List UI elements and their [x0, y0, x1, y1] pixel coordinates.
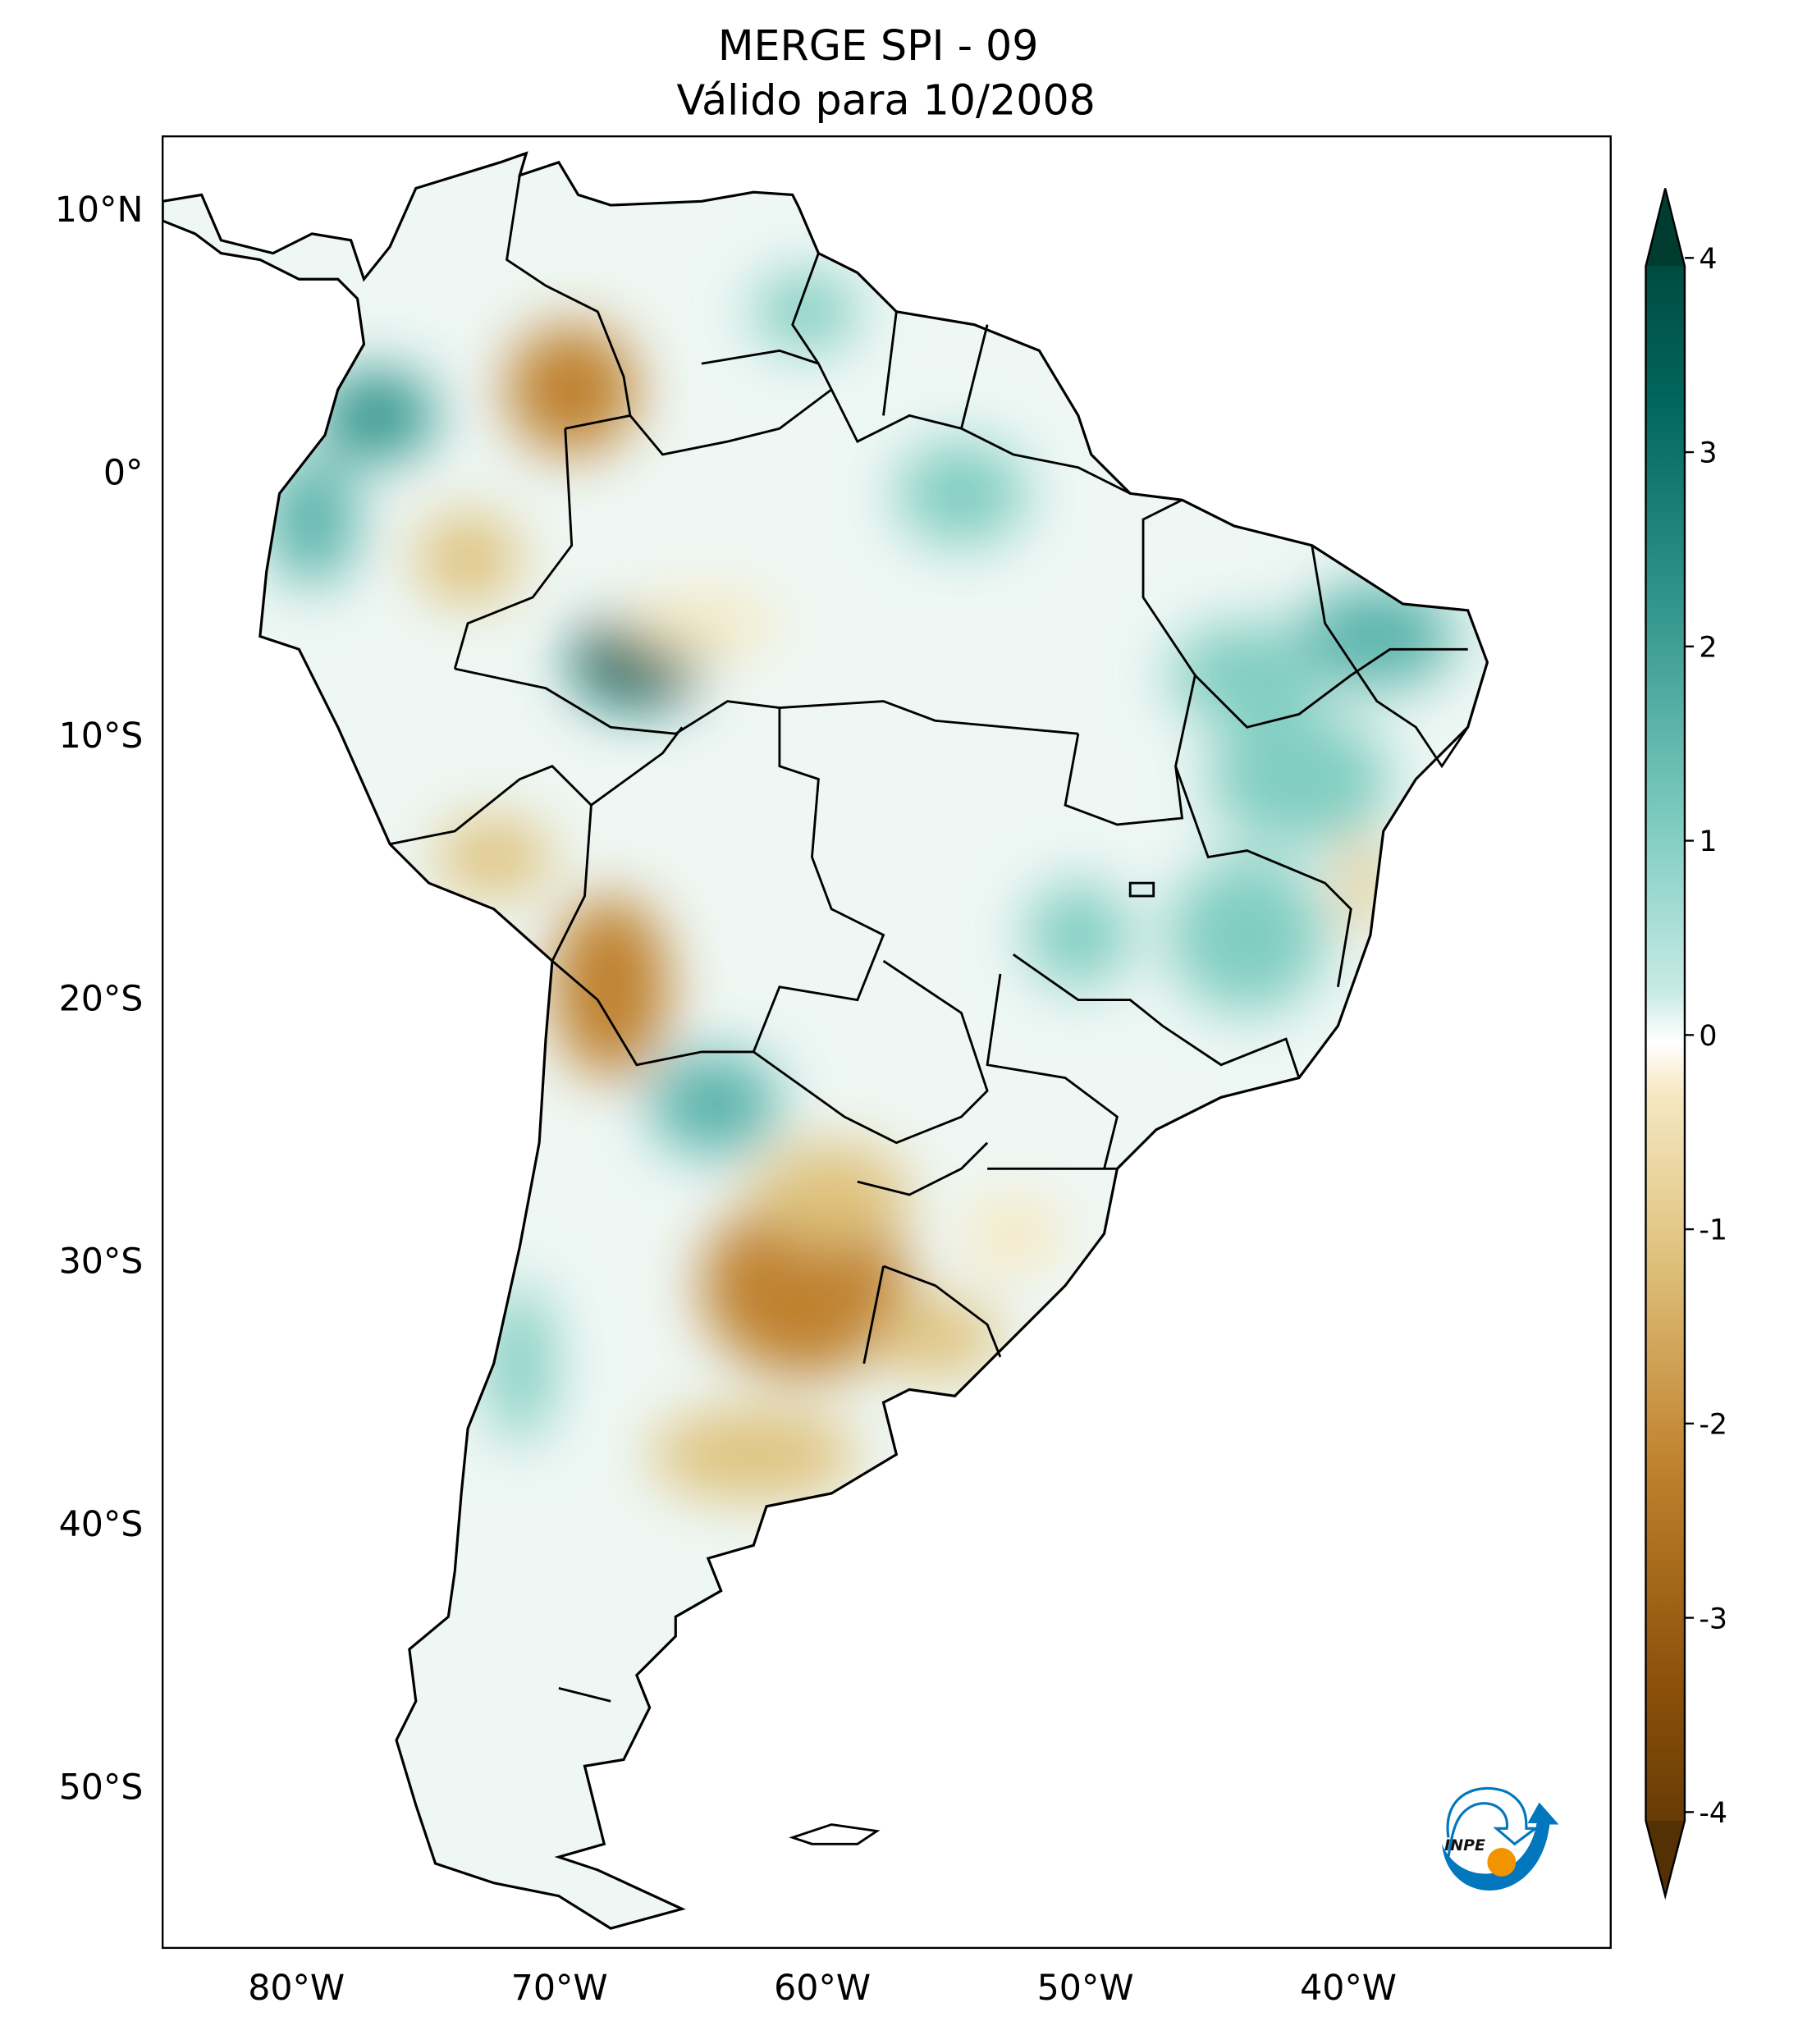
spi-anomaly-patch — [551, 895, 670, 1078]
colorbar-tick-label: -1 — [1699, 1214, 1727, 1247]
lat-tick-label: 50°S — [59, 1767, 144, 1809]
logo-text: INPE — [1444, 1836, 1485, 1854]
colorbar: 4 3 2 1 0 -1 -2 -3 -4 — [1645, 188, 1727, 1900]
spi-anomaly-patch — [1208, 714, 1390, 844]
spi-anomaly-patch — [649, 1051, 780, 1156]
colorbar-tick-label: -4 — [1699, 1797, 1727, 1830]
spi-anomaly-patch — [753, 272, 858, 351]
colorbar-tick-label: 2 — [1699, 631, 1717, 664]
spi-anomaly-patch — [753, 1142, 910, 1247]
lon-tick-label: 70°W — [511, 1968, 608, 2009]
title-line-2: Válido para 10/2008 — [676, 75, 1095, 124]
logo-sun-icon — [1487, 1848, 1517, 1877]
lat-tick-label: 0° — [103, 452, 144, 493]
lon-tick-label: 50°W — [1037, 1968, 1134, 2009]
spi-anomaly-patch — [1169, 623, 1325, 728]
colorbar-tick-label: 1 — [1699, 825, 1717, 858]
logo-arrow-icon — [1442, 1802, 1559, 1891]
lat-tick-label: 40°S — [59, 1504, 144, 1545]
spi-anomaly-patch — [896, 441, 1027, 546]
lon-tick-label: 40°W — [1300, 1968, 1397, 2009]
lat-tick-label: 10°N — [55, 190, 144, 231]
coastline — [162, 151, 1489, 1930]
lon-tick-label: 60°W — [774, 1968, 871, 2009]
lat-tick-label: 30°S — [59, 1241, 144, 1283]
spi-anomaly-patch — [1026, 883, 1131, 987]
spi-anomaly-patch — [415, 513, 520, 604]
spi-anomaly-patch — [1298, 584, 1455, 688]
colorbar-tick-label: -3 — [1699, 1603, 1727, 1635]
colorbar-tick-label: 3 — [1699, 437, 1717, 470]
longitude-axis: 80°W 70°W 60°W 50°W 40°W — [248, 1968, 1397, 2009]
colorbar-extend-min — [1645, 1820, 1685, 1896]
spi-anomaly-patch — [870, 1298, 1000, 1377]
spi-anomaly-patch — [649, 1409, 858, 1500]
map-area — [162, 136, 1611, 1948]
spi-anomaly-patch — [266, 454, 358, 585]
title-line-1: MERGE SPI - 09 — [718, 21, 1039, 70]
colorbar-tick-label: 4 — [1699, 243, 1717, 276]
spi-anomaly-patch — [1169, 857, 1325, 1013]
spi-field — [162, 153, 1488, 1929]
latitude-axis: 10°N 0° 10°S 20°S 30°S 40°S 50°S — [55, 190, 144, 1809]
lat-tick-label: 10°S — [59, 716, 144, 757]
spi-anomaly-patch — [623, 591, 780, 656]
country-borders — [389, 175, 1469, 1845]
map-frame — [161, 135, 1612, 1950]
lon-tick-label: 80°W — [248, 1968, 345, 2009]
colorbar-tick-label: 0 — [1699, 1020, 1717, 1053]
spi-anomaly-patch — [318, 370, 436, 461]
colorbar-tick-label: -2 — [1699, 1408, 1727, 1441]
lat-tick-label: 20°S — [59, 978, 144, 1019]
inpe-logo: INPE — [1442, 1786, 1559, 1891]
logo-swirl-icon — [1446, 1786, 1540, 1858]
colorbar-extend-max — [1645, 188, 1685, 267]
spi-anomaly-patch — [435, 818, 552, 896]
spi-anomaly-patch — [506, 324, 637, 455]
spi-anomaly-patch — [961, 1194, 1066, 1273]
